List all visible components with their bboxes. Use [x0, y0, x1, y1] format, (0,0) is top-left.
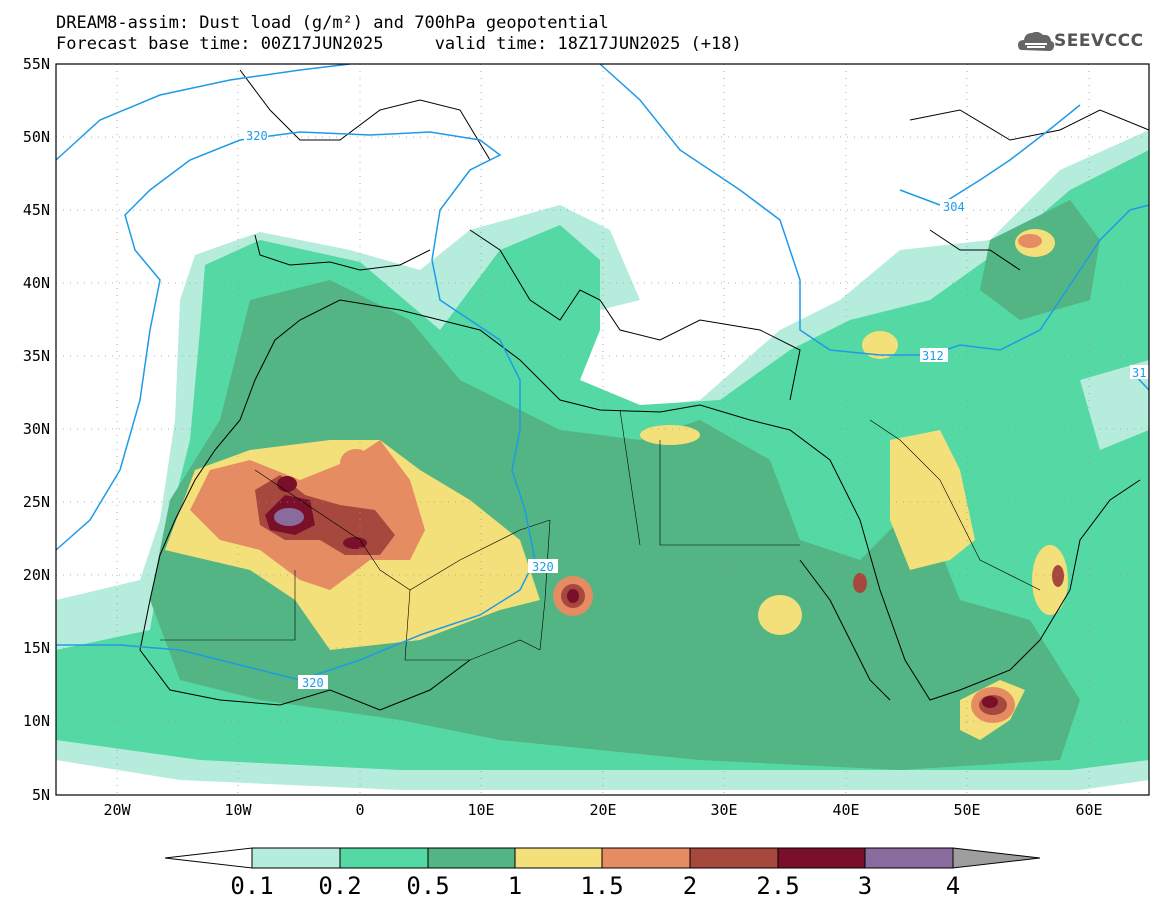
dust-field: [56, 130, 1149, 790]
latitude-labels: 55N 50N 45N 40N 35N 30N 25N 20N 15N 10N …: [23, 55, 50, 804]
lat-label: 15N: [23, 639, 50, 657]
dust-region-red: [1052, 565, 1064, 587]
dust-region-high: [1032, 545, 1068, 615]
contour-label: 320: [532, 560, 554, 574]
colorbar-swatch: [427, 847, 516, 869]
lon-label: 10E: [467, 801, 494, 819]
dust-region-orange: [1018, 234, 1042, 248]
lat-label: 40N: [23, 274, 50, 292]
dust-region-mid: [150, 280, 1080, 770]
lat-label: 30N: [23, 420, 50, 438]
logo-text: SEEVCCC: [1054, 31, 1144, 51]
borders: [160, 409, 1041, 661]
dust-region-purple: [274, 508, 304, 526]
colorbar-label: 3: [857, 872, 873, 900]
colorbar-label: 1: [507, 872, 523, 900]
contour-label: 320: [246, 129, 268, 143]
dust-region-mid: [980, 200, 1100, 320]
dust-region-darkred: [567, 589, 579, 603]
lat-label: 50N: [23, 128, 50, 146]
lon-label: 60E: [1075, 801, 1102, 819]
colorbar-swatch: [777, 847, 866, 869]
lon-label: 20E: [589, 801, 616, 819]
colorbar-label: 1.5: [580, 872, 624, 900]
colorbar-swatch: [689, 847, 779, 869]
map-border: [55, 63, 1150, 796]
dust-region-high: [640, 425, 700, 445]
colorbar-label: 2: [682, 872, 698, 900]
lon-label: 50E: [953, 801, 980, 819]
colorbar-over-arrow: [952, 847, 1041, 869]
colorbar: [164, 847, 1041, 869]
colorbar-swatch: [864, 847, 954, 869]
lat-label: 5N: [32, 786, 50, 804]
lat-label: 10N: [23, 712, 50, 730]
contour-label: 312: [922, 349, 944, 363]
colorbar-swatch: [601, 847, 691, 869]
lon-label: 20W: [103, 801, 131, 819]
lon-label: 10W: [224, 801, 252, 819]
dust-region-orange: [340, 449, 372, 477]
dust-region-darkred: [982, 696, 998, 708]
colorbar-label: 0.1: [230, 872, 274, 900]
dust-region-darkred: [277, 476, 297, 492]
colorbar-label: 0.2: [318, 872, 362, 900]
dust-region-red: [853, 573, 867, 593]
colorbar-swatch: [339, 847, 429, 869]
dust-region-high: [862, 331, 898, 359]
lon-label: 30E: [710, 801, 737, 819]
graticule: [56, 64, 1149, 795]
lon-label: 0: [355, 801, 364, 819]
contour-label: 31: [1132, 366, 1146, 380]
dust-region-high: [890, 430, 975, 570]
lat-label: 20N: [23, 566, 50, 584]
contour-label: 320: [302, 676, 324, 690]
colorbar-label: 0.5: [406, 872, 450, 900]
cloud-logo-icon: [1018, 31, 1055, 51]
lat-label: 35N: [23, 347, 50, 365]
contour-labels: 320 304 312 320 320 31: [244, 128, 1149, 690]
colorbar-label: 2.5: [756, 872, 800, 900]
map-title: DREAM8-assim: Dust load (g/m²) and 700hP…: [56, 13, 609, 33]
lat-label: 25N: [23, 493, 50, 511]
colorbar-label: 4: [945, 872, 961, 900]
colorbar-under-arrow: [164, 847, 253, 869]
colorbar-swatch: [251, 847, 341, 869]
map-subtitle: Forecast base time: 00Z17JUN2025 valid t…: [56, 34, 742, 54]
dust-region-high: [758, 595, 802, 635]
dust-region-darkred: [343, 537, 367, 549]
colorbar-swatch: [514, 847, 603, 869]
coastlines: [139, 69, 1149, 711]
dust-region-red: [255, 475, 395, 555]
lat-label: 45N: [23, 201, 50, 219]
contour-label: 304: [943, 200, 965, 214]
lon-label: 40E: [832, 801, 859, 819]
geopotential-contours: [55, 63, 1150, 681]
lat-label: 55N: [23, 55, 50, 73]
longitude-labels: 20W 10W 0 10E 20E 30E 40E 50E 60E: [103, 801, 1102, 819]
